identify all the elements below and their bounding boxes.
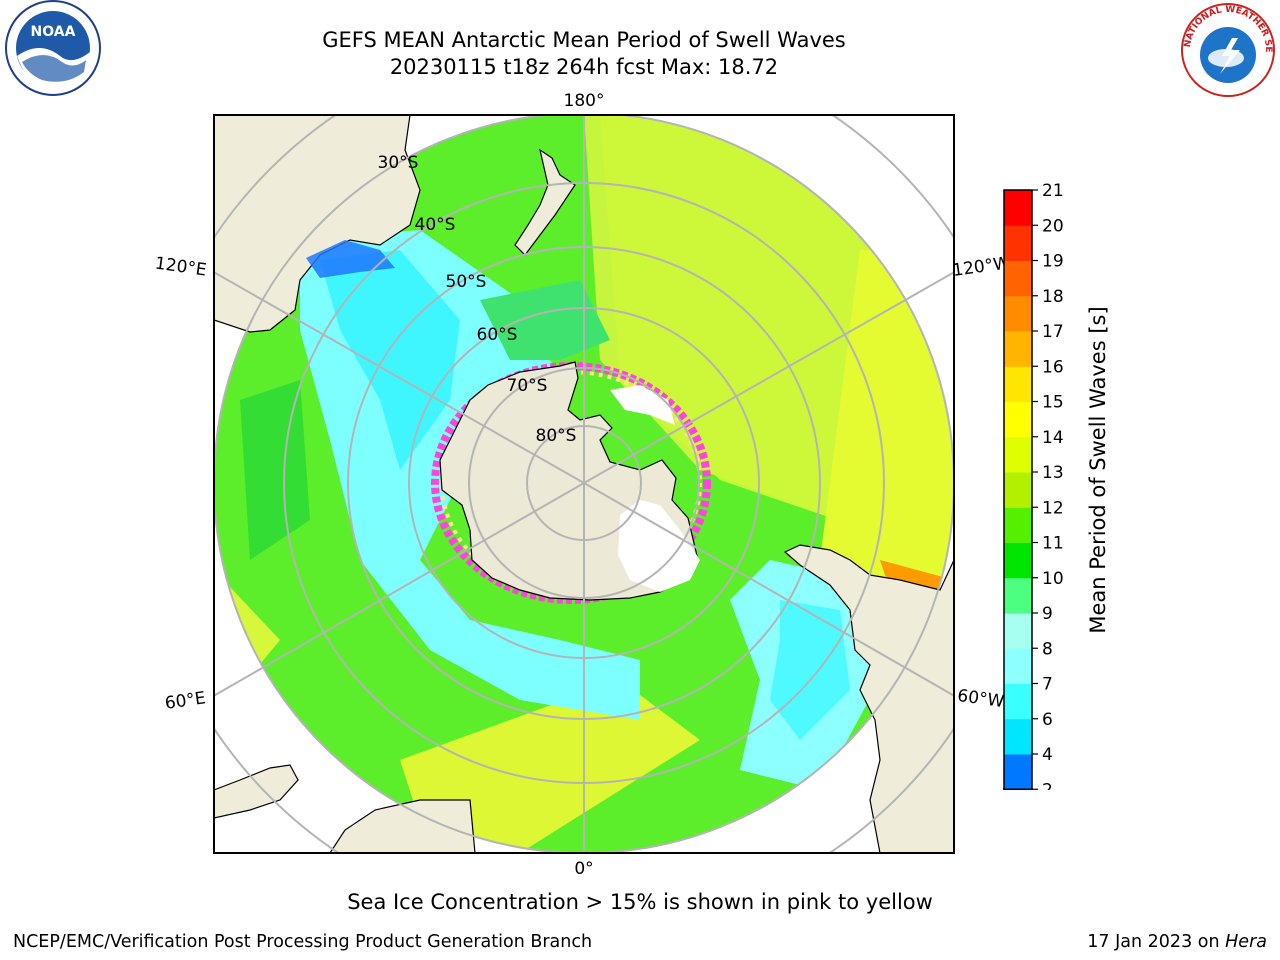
colorbar-tick-label: 13 xyxy=(1042,463,1064,483)
colorbar-band xyxy=(1004,754,1032,790)
lon-label-120e: 120°E xyxy=(154,254,208,281)
footer-date-text: 17 Jan 2023 on xyxy=(1087,932,1226,952)
colorbar-tick-label: 6 xyxy=(1042,710,1053,730)
colorbar-tick-label: 10 xyxy=(1042,569,1064,589)
lon-label-180: 180° xyxy=(564,91,605,111)
lon-label-60e: 60°E xyxy=(164,688,207,713)
colorbar: 2 4 6 7 8 9 10 11 12 13 14 15 16 17 18 19 20 21 xyxy=(1002,181,1064,790)
noaa-logo: NOAA xyxy=(5,0,101,96)
lat-label-50s: 50°S xyxy=(446,272,487,292)
colorbar-tick-label: 18 xyxy=(1042,287,1064,307)
colorbar-band xyxy=(1004,190,1032,226)
chart-title: GEFS MEAN Antarctic Mean Period of Swell… xyxy=(322,28,846,52)
colorbar-tick-label: 8 xyxy=(1042,639,1053,659)
sea-ice-note: Sea Ice Concentration > 15% is shown in … xyxy=(347,890,933,914)
colorbar-label: Mean Period of Swell Waves [s] xyxy=(1086,306,1110,634)
graticule xyxy=(214,115,954,853)
lat-label-80s: 80°S xyxy=(536,426,577,446)
lat-label-40s: 40°S xyxy=(415,215,456,235)
colorbar-tick-label: 19 xyxy=(1042,252,1064,272)
colorbar-band xyxy=(1004,295,1032,332)
south-america-landmass xyxy=(783,544,954,853)
colorbar-band xyxy=(1004,260,1032,297)
new-zealand-landmass xyxy=(514,148,576,256)
colorbar-tick-label: 11 xyxy=(1042,534,1064,554)
colorbar-band xyxy=(1004,542,1032,579)
colorbar-tick-label: 14 xyxy=(1042,428,1064,448)
colorbar-band xyxy=(1004,225,1032,261)
colorbar-tick-label: 16 xyxy=(1042,357,1064,377)
colorbar-band xyxy=(1004,683,1032,720)
colorbar-tick-label: 12 xyxy=(1042,498,1064,518)
colorbar-tick-label: 9 xyxy=(1042,604,1053,624)
colorbar-band xyxy=(1004,331,1032,367)
footer-machine: Hera xyxy=(1225,932,1267,952)
nws-logo: NATIONAL WEATHER SERVICE xyxy=(1176,0,1275,97)
colorbar-bands xyxy=(1002,189,1034,790)
colorbar-tick-label: 2 xyxy=(1042,780,1053,790)
lon-label-0: 0° xyxy=(574,859,593,879)
colorbar-band xyxy=(1004,648,1032,684)
colorbar-tick-label: 17 xyxy=(1042,322,1064,342)
colorbar-band xyxy=(1004,507,1032,543)
colorbar-band xyxy=(1004,436,1032,473)
colorbar-ticks: 2 4 6 7 8 9 10 11 12 13 14 15 16 17 18 19 20 21 xyxy=(1032,181,1064,790)
chart-subtitle: 20230115 t18z 264h fcst Max: 18.72 xyxy=(389,55,779,79)
colorbar-tick-label: 21 xyxy=(1042,181,1064,201)
footer-date: 17 Jan 2023 on Hera xyxy=(1087,932,1267,952)
lat-label-60s: 60°S xyxy=(477,325,518,345)
lat-label-30s: 30°S xyxy=(378,153,419,173)
colorbar-tick-label: 7 xyxy=(1042,675,1053,695)
colorbar-tick-label: 4 xyxy=(1042,745,1053,765)
colorbar-band xyxy=(1004,718,1032,755)
noaa-logo-text: NOAA xyxy=(31,24,76,40)
colorbar-band xyxy=(1004,577,1032,614)
colorbar-tick-label: 15 xyxy=(1042,393,1064,413)
colorbar-band xyxy=(1004,401,1032,438)
colorbar-band xyxy=(1004,366,1032,402)
colorbar-band xyxy=(1004,613,1032,649)
colorbar-band xyxy=(1004,472,1032,508)
colorbar-frame xyxy=(1003,189,1033,790)
footer-credit: NCEP/EMC/Verification Post Processing Pr… xyxy=(13,932,593,952)
colorbar-tick-label: 20 xyxy=(1042,216,1064,236)
lat-label-70s: 70°S xyxy=(507,376,548,396)
africa-landmass xyxy=(329,799,476,853)
